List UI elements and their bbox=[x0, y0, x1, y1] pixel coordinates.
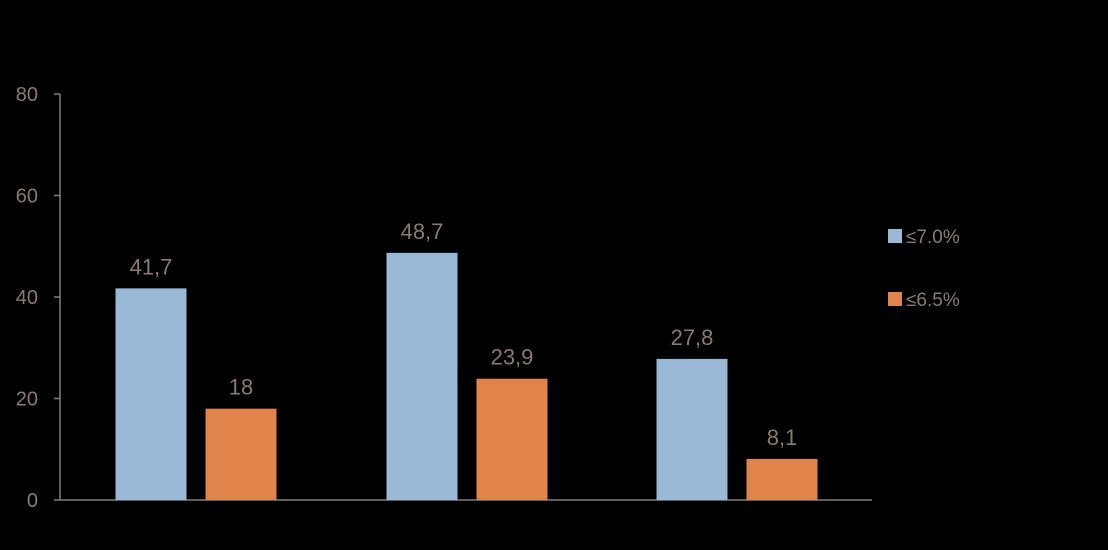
legend-label: ≤7.0% bbox=[906, 227, 960, 248]
bar-series-1 bbox=[656, 358, 728, 500]
bar-series-1 bbox=[115, 288, 187, 500]
bar-value-label: 48,7 bbox=[401, 219, 444, 244]
bar-value-label: 27,8 bbox=[671, 325, 714, 350]
y-tick-label: 60 bbox=[16, 186, 38, 208]
bar-series-2 bbox=[205, 408, 277, 500]
legend-swatch bbox=[888, 229, 902, 243]
y-tick-label: 0 bbox=[27, 490, 38, 512]
bar-value-label: 18 bbox=[229, 375, 253, 400]
legend-swatch bbox=[888, 292, 902, 306]
bar-value-label: 23,9 bbox=[491, 345, 534, 370]
axes: 0 20 40 60 80 bbox=[16, 84, 872, 512]
bar-series-2 bbox=[476, 378, 548, 500]
bars bbox=[115, 252, 818, 500]
bar-value-label: 41,7 bbox=[130, 254, 173, 279]
bar-series-2 bbox=[746, 458, 818, 500]
y-tick-label: 80 bbox=[16, 84, 38, 106]
legend: ≤7.0% ≤6.5% bbox=[888, 227, 960, 311]
bar-value-label: 8,1 bbox=[767, 425, 798, 450]
y-tick-label: 20 bbox=[16, 389, 38, 411]
bar-series-1 bbox=[386, 252, 458, 500]
y-tick-label: 40 bbox=[16, 287, 38, 309]
legend-label: ≤6.5% bbox=[906, 290, 960, 311]
value-labels: 41,7 48,7 27,8 18 23,9 8,1 bbox=[130, 219, 798, 450]
